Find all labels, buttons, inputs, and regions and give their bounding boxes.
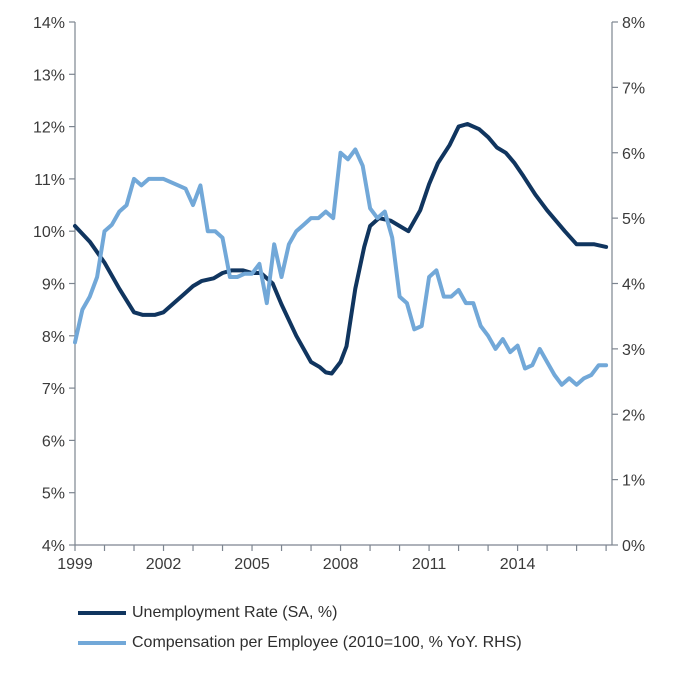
x-tick-label: 2005 [234, 556, 270, 573]
y-left-tick-label: 6% [42, 433, 65, 450]
x-tick-label: 2008 [323, 556, 359, 573]
y-left-tick-label: 10% [33, 224, 65, 241]
x-tick-label: 2002 [146, 556, 182, 573]
y-left-tick-label: 14% [33, 15, 65, 32]
y-left-tick-label: 7% [42, 381, 65, 398]
axes: 4% 5% 6% 7% 8% 9% 10% 11% 12% 13% 14% 0% 1% 2% 3% 4% 5% 6… [33, 15, 645, 573]
series-line-unemployment [73, 122, 609, 376]
x-tick-label: 1999 [57, 556, 93, 573]
y-left-tick-label: 11% [34, 172, 65, 189]
y-left-tick-label: 4% [42, 538, 65, 555]
y-right-tick-label: 6% [622, 146, 645, 163]
y-right-tick-label: 7% [622, 80, 645, 97]
y-right-tick-label: 0% [622, 538, 645, 555]
y-left-tick-label: 8% [42, 329, 65, 346]
series-line-compensation [73, 147, 609, 387]
legend-item-compensation: Compensation per Employee (2010=100, % Y… [78, 628, 522, 658]
legend-item-unemployment: Unemployment Rate (SA, %) [78, 598, 522, 628]
y-right-tick-label: 5% [622, 211, 645, 228]
y-right-tick-label: 8% [622, 15, 645, 32]
y-right-tick-label: 3% [622, 342, 645, 359]
y-right-tick-label: 2% [622, 407, 645, 424]
x-tick-label: 2014 [500, 556, 536, 573]
y-right-tick-label: 1% [622, 473, 645, 490]
legend: Unemployment Rate (SA, %) Compensation p… [78, 598, 522, 658]
legend-swatch-unemployment [78, 611, 126, 615]
x-tick-label: 2011 [412, 556, 447, 573]
y-left-tick-label: 9% [42, 277, 65, 294]
y-right-tick-label: 4% [622, 277, 645, 294]
y-left-tick-label: 5% [42, 486, 65, 503]
legend-swatch-compensation [78, 641, 126, 645]
legend-label-compensation: Compensation per Employee (2010=100, % Y… [132, 634, 522, 651]
legend-label-unemployment: Unemployment Rate (SA, %) [132, 604, 338, 621]
y-left-tick-label: 12% [33, 120, 65, 137]
y-left-tick-label: 13% [33, 67, 65, 84]
series-group [73, 122, 609, 387]
